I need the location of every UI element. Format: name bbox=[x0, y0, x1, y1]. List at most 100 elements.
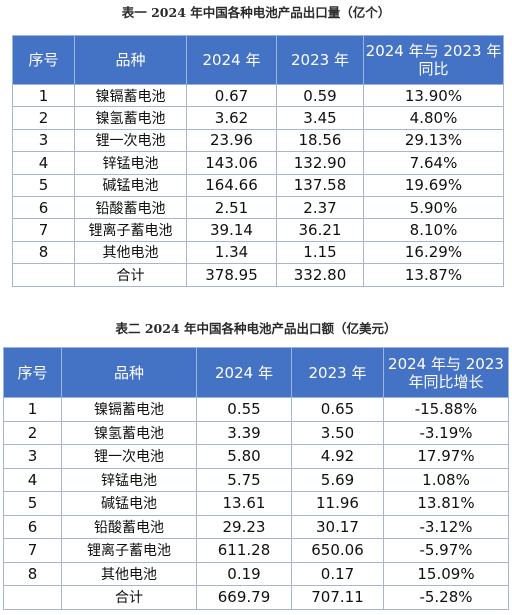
cell-2023: 0.17 bbox=[291, 561, 384, 586]
cell-yoy: -3.12% bbox=[383, 514, 509, 539]
table1-title: 表一 2024 年中国各种电池产品出口量（亿个） bbox=[121, 5, 391, 20]
table-body: 1 镍镉蓄电池 0.55 0.65 -15.88% 2 镍氢蓄电池 3.39 3.50 -3.19… bbox=[3, 397, 509, 610]
cell-yoy: 13.81% bbox=[383, 491, 509, 516]
col-header-type: 品种 bbox=[74, 35, 187, 85]
cell-yoy: 16.29% bbox=[363, 240, 504, 265]
table-row: 2 镍氢蓄电池 3.62 3.45 4.80% bbox=[12, 106, 504, 130]
col-header-2024: 2024 年 bbox=[196, 347, 292, 398]
cell-yoy: -15.88% bbox=[383, 397, 509, 422]
table-row: 7 锂离子蓄电池 39.14 36.21 8.10% bbox=[12, 218, 504, 242]
cell-type: 碱锰电池 bbox=[74, 173, 187, 197]
table-header-row: 序号 品种 2024 年 2023 年 2024 年与 2023 年同比增长 bbox=[3, 347, 509, 398]
cell-yoy: 8.10% bbox=[363, 218, 504, 242]
table-row: 5 碱锰电池 13.61 11.96 13.81% bbox=[3, 491, 509, 516]
cell-type: 其他电池 bbox=[74, 240, 187, 265]
cell-2024: 1.34 bbox=[186, 240, 277, 265]
cell-2024: 29.23 bbox=[196, 514, 292, 539]
cell-type: 镍镉蓄电池 bbox=[61, 397, 197, 422]
cell-yoy: -3.19% bbox=[383, 420, 509, 445]
cell-no: 7 bbox=[12, 218, 75, 242]
cell-yoy: 17.97% bbox=[383, 444, 509, 469]
cell-type: 锌锰电池 bbox=[61, 467, 197, 492]
table-row: 1 镍镉蓄电池 0.67 0.59 13.90% bbox=[12, 83, 504, 108]
cell-type: 镍氢蓄电池 bbox=[61, 420, 197, 445]
cell-yoy: 29.13% bbox=[363, 128, 504, 153]
cell-2023: 36.21 bbox=[276, 218, 364, 242]
cell-2024: 39.14 bbox=[186, 218, 277, 242]
cell-2024: 0.55 bbox=[196, 397, 292, 422]
cell-no: 6 bbox=[12, 195, 75, 220]
cell-yoy: 7.64% bbox=[363, 151, 504, 175]
cell-2024: 611.28 bbox=[196, 538, 292, 563]
cell-2023: 3.45 bbox=[276, 106, 364, 130]
col-header-yoy: 2024 年与 2023 年同比增长 bbox=[383, 347, 509, 398]
cell-yoy: 19.69% bbox=[363, 173, 504, 197]
cell-2024: 23.96 bbox=[186, 128, 277, 153]
cell-no bbox=[12, 263, 75, 287]
cell-2024: 2.51 bbox=[186, 195, 277, 220]
cell-2023: 0.59 bbox=[276, 83, 364, 108]
cell-type: 镍氢蓄电池 bbox=[74, 106, 187, 130]
cell-no: 2 bbox=[3, 420, 62, 445]
cell-type: 锂一次电池 bbox=[74, 128, 187, 153]
cell-2023: 11.96 bbox=[291, 491, 384, 516]
total-label: 合计 bbox=[61, 585, 197, 610]
total-yoy: -5.28% bbox=[383, 585, 509, 610]
export-volume-table: 序号 品种 2024 年 2023 年 2024 年与 2023 年同比 1 镍镉… bbox=[12, 35, 504, 287]
cell-no: 4 bbox=[3, 467, 62, 492]
total-2024: 378.95 bbox=[186, 263, 277, 287]
total-label: 合计 bbox=[74, 263, 187, 287]
cell-2023: 5.69 bbox=[291, 467, 384, 492]
cell-2023: 0.65 bbox=[291, 397, 384, 422]
col-header-type: 品种 bbox=[61, 347, 197, 398]
cell-2024: 3.62 bbox=[186, 106, 277, 130]
table-row: 2 镍氢蓄电池 3.39 3.50 -3.19% bbox=[3, 420, 509, 445]
cell-2023: 30.17 bbox=[291, 514, 384, 539]
cell-type: 铅酸蓄电池 bbox=[74, 195, 187, 220]
cell-type: 锂一次电池 bbox=[61, 444, 197, 469]
total-row: 合计 378.95 332.80 13.87% bbox=[12, 263, 504, 287]
total-2023: 707.11 bbox=[291, 585, 384, 610]
col-header-yoy: 2024 年与 2023 年同比 bbox=[363, 35, 504, 85]
cell-yoy: 4.80% bbox=[363, 106, 504, 130]
cell-type: 锂离子蓄电池 bbox=[74, 218, 187, 242]
cell-yoy: 1.08% bbox=[383, 467, 509, 492]
col-header-no: 序号 bbox=[3, 347, 62, 398]
table-row: 6 铅酸蓄电池 2.51 2.37 5.90% bbox=[12, 195, 504, 220]
cell-no: 5 bbox=[3, 491, 62, 516]
table-row: 4 锌锰电池 143.06 132.90 7.64% bbox=[12, 151, 504, 175]
export-value-table: 序号 品种 2024 年 2023 年 2024 年与 2023 年同比增长 1… bbox=[3, 347, 509, 610]
cell-2024: 164.66 bbox=[186, 173, 277, 197]
col-header-2023: 2023 年 bbox=[276, 35, 364, 85]
cell-2023: 132.90 bbox=[276, 151, 364, 175]
total-yoy: 13.87% bbox=[363, 263, 504, 287]
cell-no: 2 bbox=[12, 106, 75, 130]
table-row: 7 锂离子蓄电池 611.28 650.06 -5.97% bbox=[3, 538, 509, 563]
cell-2024: 143.06 bbox=[186, 151, 277, 175]
cell-no: 7 bbox=[3, 538, 62, 563]
cell-type: 其他电池 bbox=[61, 561, 197, 586]
col-header-no: 序号 bbox=[12, 35, 75, 85]
total-2024: 669.79 bbox=[196, 585, 292, 610]
cell-no: 6 bbox=[3, 514, 62, 539]
table-row: 5 碱锰电池 164.66 137.58 19.69% bbox=[12, 173, 504, 197]
cell-type: 铅酸蓄电池 bbox=[61, 514, 197, 539]
cell-2024: 3.39 bbox=[196, 420, 292, 445]
cell-2023: 650.06 bbox=[291, 538, 384, 563]
cell-yoy: 15.09% bbox=[383, 561, 509, 586]
cell-type: 碱锰电池 bbox=[61, 491, 197, 516]
col-header-2023: 2023 年 bbox=[291, 347, 384, 398]
total-2023: 332.80 bbox=[276, 263, 364, 287]
table-row: 1 镍镉蓄电池 0.55 0.65 -15.88% bbox=[3, 397, 509, 422]
cell-no bbox=[3, 585, 62, 610]
cell-yoy: 5.90% bbox=[363, 195, 504, 220]
cell-no: 3 bbox=[3, 444, 62, 469]
total-row: 合计 669.79 707.11 -5.28% bbox=[3, 585, 509, 610]
cell-type: 锂离子蓄电池 bbox=[61, 538, 197, 563]
table-row: 6 铅酸蓄电池 29.23 30.17 -3.12% bbox=[3, 514, 509, 539]
cell-2023: 3.50 bbox=[291, 420, 384, 445]
table-row: 8 其他电池 1.34 1.15 16.29% bbox=[12, 240, 504, 265]
cell-no: 8 bbox=[3, 561, 62, 586]
table-row: 8 其他电池 0.19 0.17 15.09% bbox=[3, 561, 509, 586]
cell-2023: 4.92 bbox=[291, 444, 384, 469]
